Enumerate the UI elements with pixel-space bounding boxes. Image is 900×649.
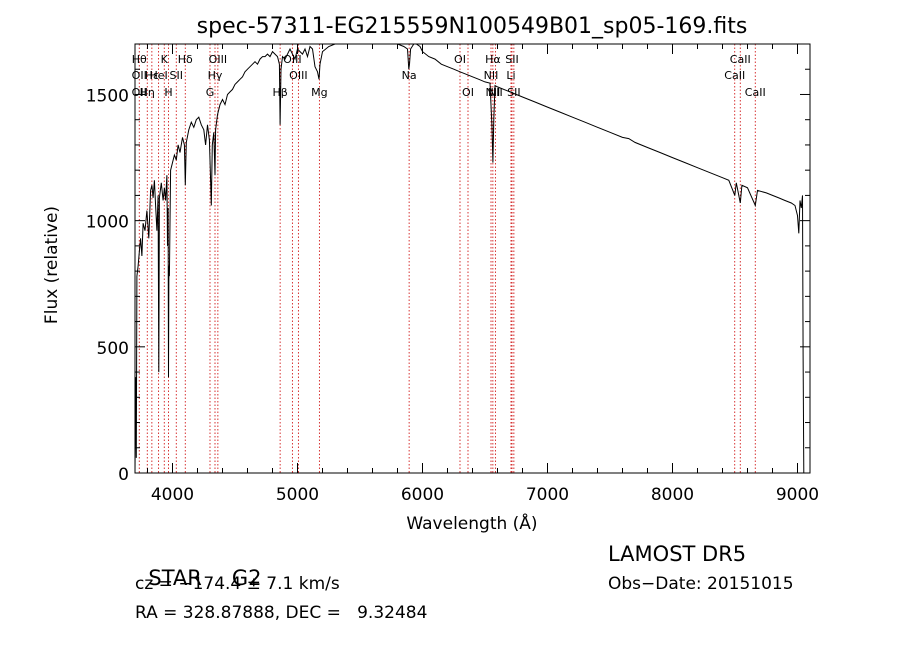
line-label: Hη xyxy=(140,86,155,99)
y-axis-label: Flux (relative) xyxy=(42,206,62,324)
emission-line-labels: HθOIIOIIHηHεKHeIHSIIHδGHγOIIIHβOIIIOIIIM… xyxy=(132,53,766,99)
y-tick-label: 500 xyxy=(97,339,129,359)
line-label: Hε xyxy=(145,69,159,82)
line-label: Hδ xyxy=(178,53,193,66)
line-label: SII xyxy=(170,69,183,82)
chart-title: spec-57311-EG215559N100549B01_sp05-169.f… xyxy=(197,14,748,39)
x-tick-label: 4000 xyxy=(151,485,194,505)
line-label: NII xyxy=(486,86,501,99)
x-tick-label: 6000 xyxy=(401,485,444,505)
line-label: OI xyxy=(462,86,474,99)
line-label: SII xyxy=(507,86,520,99)
line-label: Hθ xyxy=(132,53,147,66)
line-label: Na xyxy=(402,69,417,82)
line-label: OIII xyxy=(289,69,307,82)
line-label: Hα xyxy=(485,53,501,66)
line-label: CaII xyxy=(730,53,751,66)
spectrum-line xyxy=(134,43,805,474)
axis-tick-labels: 4000 5000 6000 7000 8000 9000 0 500 1000 1500 xyxy=(86,86,819,505)
y-tick-label: 0 xyxy=(118,465,129,485)
axis-ticks xyxy=(135,44,810,474)
line-label: HeI xyxy=(149,69,167,82)
line-label: CaII xyxy=(724,69,745,82)
observation-date: Obs−Date: 20151015 xyxy=(608,574,794,594)
class-label: STAR xyxy=(148,566,202,590)
line-label: K xyxy=(161,53,169,66)
line-label: OI xyxy=(454,53,466,66)
line-label: Li xyxy=(506,69,515,82)
line-label: G xyxy=(206,86,215,99)
survey-label: LAMOST DR5 xyxy=(608,542,747,566)
line-label: Hγ xyxy=(208,69,223,82)
line-label: CaII xyxy=(745,86,766,99)
line-label: H xyxy=(164,86,172,99)
coordinates-text: RA = 328.87888, DEC = 9.32484 xyxy=(135,603,428,623)
line-label: OIII xyxy=(209,53,227,66)
line-label: SII xyxy=(505,53,518,66)
y-tick-label: 1500 xyxy=(86,86,129,106)
line-label: NII xyxy=(484,69,499,82)
x-axis-label: Wavelength (Å) xyxy=(406,512,537,534)
x-tick-label: 7000 xyxy=(526,485,569,505)
subclass-label: G2 xyxy=(231,566,262,590)
redshift-text: cz = −174.4 ± 7.1 km/s xyxy=(135,574,340,594)
y-tick-label: 1000 xyxy=(86,213,129,233)
object-class: STAR G2 xyxy=(135,542,261,590)
x-tick-label: 9000 xyxy=(776,485,819,505)
x-tick-label: 8000 xyxy=(651,485,694,505)
plot-frame xyxy=(134,43,811,474)
x-tick-label: 5000 xyxy=(276,485,319,505)
emission-line-markers xyxy=(138,44,756,473)
line-label: OIII xyxy=(283,53,301,66)
line-label: NII xyxy=(488,86,503,99)
line-label: Mg xyxy=(311,86,327,99)
